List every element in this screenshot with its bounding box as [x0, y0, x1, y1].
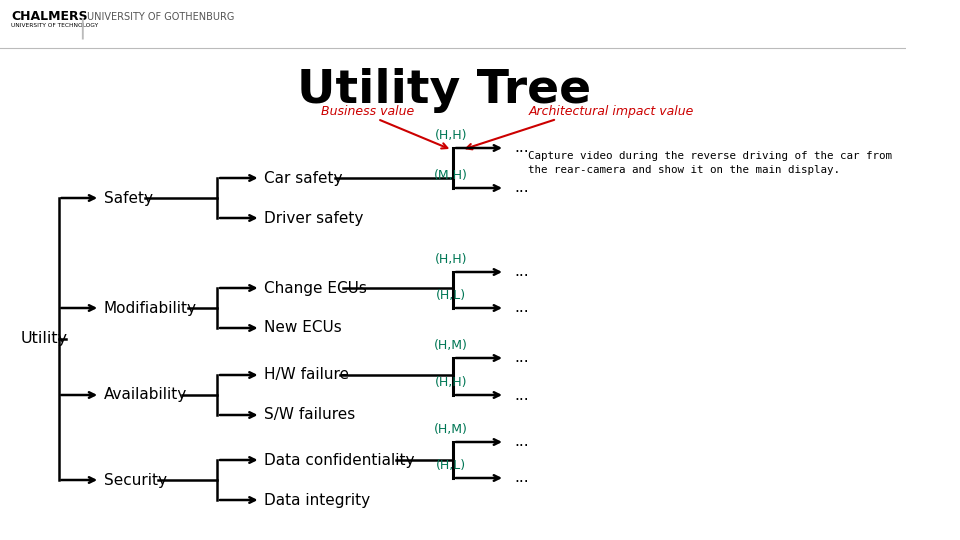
Text: Car safety: Car safety: [264, 171, 343, 186]
Text: Data integrity: Data integrity: [264, 492, 371, 508]
Text: ...: ...: [515, 435, 529, 449]
Text: ...: ...: [515, 265, 529, 280]
Text: ...: ...: [515, 300, 529, 315]
Text: (H,H): (H,H): [435, 376, 468, 389]
Text: Modifiability: Modifiability: [104, 300, 197, 315]
Text: UNIVERSITY OF TECHNOLOGY: UNIVERSITY OF TECHNOLOGY: [12, 23, 99, 28]
Text: Utility: Utility: [21, 332, 68, 347]
Text: ...: ...: [515, 470, 529, 485]
Text: (H,L): (H,L): [436, 459, 467, 472]
Text: (M,H): (M,H): [434, 169, 468, 182]
Text: (H,H): (H,H): [435, 253, 468, 266]
Text: Change ECUs: Change ECUs: [264, 280, 367, 295]
Text: ...: ...: [515, 140, 529, 156]
Text: S/W failures: S/W failures: [264, 408, 355, 422]
Text: ...: ...: [515, 388, 529, 402]
Text: (H,M): (H,M): [434, 423, 468, 436]
Text: New ECUs: New ECUs: [264, 321, 342, 335]
Text: Safety: Safety: [104, 191, 153, 206]
Text: |: |: [79, 17, 86, 39]
Text: ...: ...: [515, 350, 529, 366]
Text: the rear-camera and show it on the main display.: the rear-camera and show it on the main …: [529, 165, 841, 175]
Text: (H,M): (H,M): [434, 339, 468, 352]
Text: Business value: Business value: [322, 105, 415, 118]
Text: UNIVERSITY OF GOTHENBURG: UNIVERSITY OF GOTHENBURG: [86, 12, 234, 22]
Text: Driver safety: Driver safety: [264, 211, 364, 226]
Text: Data confidentiality: Data confidentiality: [264, 453, 415, 468]
Text: Utility Tree: Utility Tree: [297, 68, 590, 113]
Text: Capture video during the reverse driving of the car from: Capture video during the reverse driving…: [529, 151, 893, 161]
Text: ...: ...: [515, 180, 529, 195]
Text: Architectural impact value: Architectural impact value: [529, 105, 694, 118]
Text: (H,L): (H,L): [436, 289, 467, 302]
Text: CHALMERS: CHALMERS: [12, 10, 88, 23]
Text: Availability: Availability: [104, 388, 187, 402]
Text: Security: Security: [104, 472, 167, 488]
Text: (H,H): (H,H): [435, 129, 468, 142]
Text: H/W failure: H/W failure: [264, 368, 349, 382]
